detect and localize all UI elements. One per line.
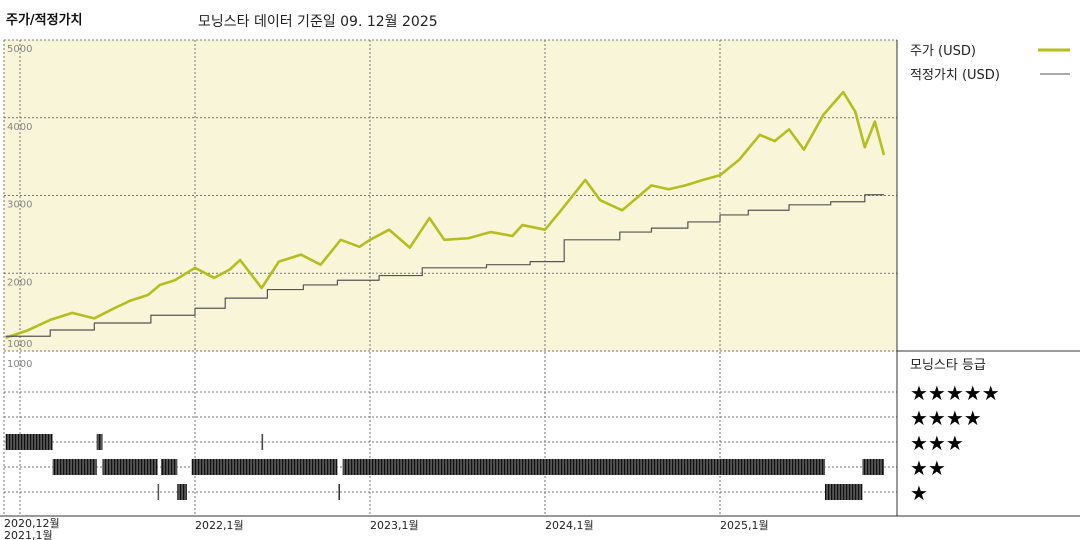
- rating-bar-3-star: [96, 434, 103, 450]
- two-star-icon: ★★: [910, 456, 946, 480]
- rating-bar-2-star: [52, 459, 97, 475]
- rating-bar-1-star: [338, 484, 340, 500]
- rating-bar-3-star: [261, 434, 264, 450]
- four-star-icon: ★★★★: [910, 406, 982, 430]
- chart-title: 주가/적정가치: [6, 13, 83, 28]
- fair-value-line: [5, 194, 884, 337]
- rating-bar-3-star: [5, 434, 53, 450]
- rating-bar-2-star: [862, 459, 884, 475]
- rating-bar-2-star: [160, 459, 178, 475]
- y-tick-label: 1000: [7, 339, 32, 350]
- y-tick-label: 3000: [7, 200, 32, 211]
- rating-bar-2-star: [191, 459, 338, 475]
- data-date-subtitle: 모닝스타 데이터 기준일 09. 12월 2025: [198, 14, 438, 30]
- x-tick-label: 2020,12월: [4, 517, 60, 530]
- y-tick-label: 4000: [7, 122, 32, 133]
- y-tick-label: 2000: [7, 277, 32, 288]
- x-tick-label: 2022,1월: [195, 519, 244, 532]
- five-star-icon: ★★★★★: [910, 381, 1000, 405]
- legend-price-label: 주가 (USD): [910, 44, 976, 59]
- rating-y-tick-label: 1000: [7, 359, 32, 370]
- rating-bar-1-star: [177, 484, 187, 500]
- one-star-icon: ★: [910, 481, 928, 505]
- x-tick-label: 2021,1월: [4, 529, 53, 540]
- rating-bar-1-star: [825, 484, 863, 500]
- rating-legend-title: 모닝스타 등급: [910, 358, 986, 373]
- legend-fair-value-label: 적정가치 (USD): [910, 68, 1000, 83]
- rating-bar-2-star: [102, 459, 158, 475]
- x-tick-label: 2025,1월: [720, 519, 769, 532]
- y-tick-label: 5000: [7, 44, 32, 55]
- rating-bar-2-star: [342, 459, 825, 475]
- price-line: [5, 90, 886, 340]
- rating-bar-1-star: [157, 484, 160, 500]
- x-tick-label: 2024,1월: [545, 519, 594, 532]
- three-star-icon: ★★★: [910, 431, 964, 455]
- x-tick-label: 2023,1월: [370, 519, 419, 532]
